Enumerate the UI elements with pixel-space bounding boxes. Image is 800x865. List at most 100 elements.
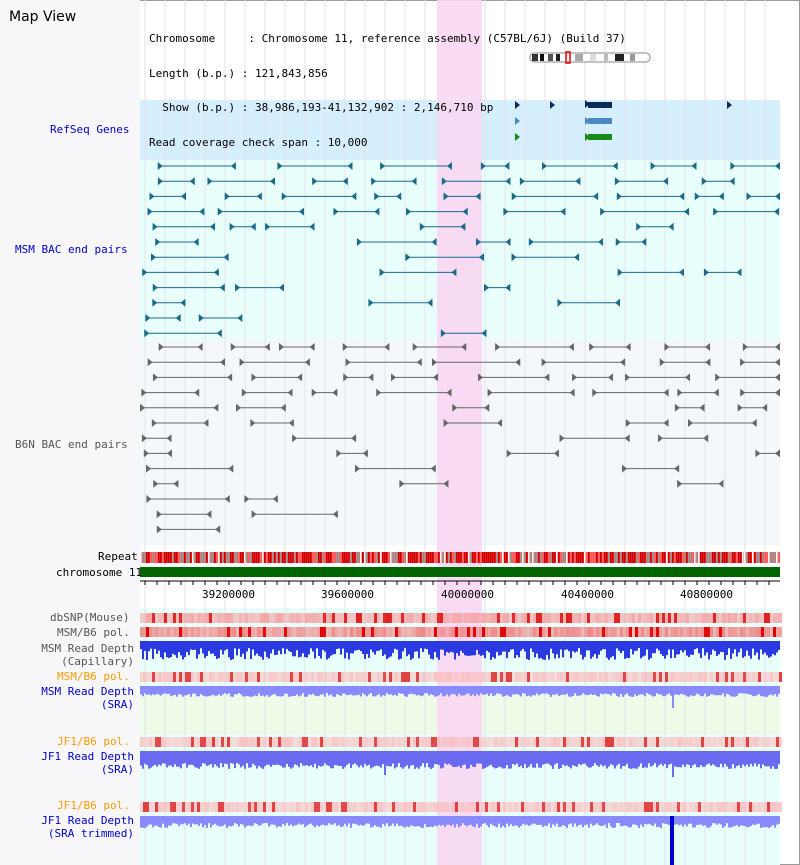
dbsnp-heat-cell [419, 613, 422, 623]
msm-b6-pol-2-heat-cell [212, 672, 215, 682]
jf1-b6-pol-heat-cell [611, 737, 614, 747]
msm-b6-pol-2-heat-cell [470, 672, 473, 682]
msm-read-depth-sra-bar [546, 686, 548, 693]
msm-b6-pol-2-heat-cell [143, 672, 146, 682]
dbsnp-heat-cell [452, 613, 455, 623]
jf1-b6-pol-heat-cell [689, 737, 692, 747]
jf1-read-depth-trimmed-bar [450, 816, 452, 826]
jf1-read-depth-trimmed-bar [750, 816, 752, 826]
msm-read-depth-capillary-bar [496, 641, 498, 652]
jf1-read-depth-sra-bar [520, 751, 522, 766]
repeat-segment [162, 552, 164, 563]
msm-read-depth-capillary-bar [508, 641, 510, 652]
jf1-b6-pol-heat-cell [491, 737, 494, 747]
jf1-b6-pol-2-heat-cell [560, 802, 563, 812]
msm-b6-pol-heat-cell [152, 627, 155, 637]
msm-read-depth-sra-bar [714, 686, 716, 695]
jf1-read-depth-trimmed-bar [526, 816, 528, 825]
jf1-read-depth-sra-bar [262, 751, 264, 769]
repeat-segment [530, 552, 532, 563]
msm-read-depth-capillary-bar [204, 641, 206, 658]
msm-read-depth-capillary-bar [530, 641, 532, 649]
msm-read-depth-capillary-bar [680, 641, 682, 650]
jf1-read-depth-trimmed-bar [596, 816, 598, 823]
jf1-b6-pol-2-heat-cell [776, 802, 779, 812]
dbsnp-heat-cell [635, 613, 638, 623]
track-label-jf1-b6-pol: JF1/B6 pol. [57, 736, 130, 749]
msm-read-depth-sra-bar [550, 686, 552, 697]
jf1-b6-pol-heat-cell [605, 737, 608, 747]
dbsnp-heat-cell [623, 613, 626, 623]
msm-read-depth-sra-bar [354, 686, 356, 695]
jf1-b6-pol-heat-cell [359, 737, 362, 747]
jf1-read-depth-trimmed-bar [158, 816, 160, 827]
msm-b6-pol-heat-cell [260, 627, 263, 637]
msm-read-depth-sra-bar [352, 686, 354, 696]
jf1-read-depth-sra-bar [634, 751, 636, 769]
jf1-b6-pol-2-heat-cell [701, 802, 704, 812]
jf1-read-depth-sra-bar [724, 751, 726, 764]
msm-b6-pol-2-heat-cell [155, 672, 158, 682]
jf1-read-depth-sra-bar [156, 751, 158, 767]
repeat-segment [268, 552, 270, 563]
jf1-read-depth-trimmed-bar [258, 816, 260, 826]
msm-read-depth-capillary-bar [776, 641, 778, 652]
repeat-segment [762, 552, 764, 563]
msm-read-depth-capillary-bar [418, 641, 420, 658]
dbsnp-heat-cell [485, 613, 488, 623]
jf1-b6-pol-2-heat-cell [590, 802, 593, 812]
msm-b6-pol-2-heat-cell [149, 672, 152, 682]
jf1-read-depth-trimmed-bar [706, 816, 708, 827]
msm-b6-pol-heat-cell [344, 627, 347, 637]
track-label-msm-b6-pol: MSM/B6 pol. [57, 627, 130, 640]
jf1-b6-pol-2-heat-cell [482, 802, 485, 812]
msm-read-depth-capillary-bar [686, 641, 688, 656]
jf1-b6-pol-2-heat-cell [467, 802, 470, 812]
msm-b6-pol-2-heat-cell [773, 672, 776, 682]
msm-read-depth-capillary-bar [518, 641, 520, 657]
dbsnp-heat-cell [407, 613, 410, 623]
jf1-read-depth-trimmed-bar [430, 816, 432, 827]
msm-b6-pol-heat-cell [386, 627, 389, 637]
jf1-read-depth-trimmed-bar [582, 816, 584, 827]
msm-b6-pol-heat-cell [173, 627, 176, 637]
msm-read-depth-capillary-bar [196, 641, 198, 659]
repeat-segment [766, 552, 768, 563]
msm-read-depth-sra-bar [638, 686, 640, 695]
msm-read-depth-capillary-bar [156, 641, 158, 654]
msm-b6-pol-heat-cell [161, 627, 164, 637]
msm-read-depth-sra-bar [382, 686, 384, 695]
dbsnp-heat-cell [620, 613, 623, 623]
msm-read-depth-capillary-bar [464, 641, 466, 655]
jf1-b6-pol-heat-cell [182, 737, 185, 747]
dbsnp-heat-cell [269, 613, 272, 623]
jf1-read-depth-sra-bar [506, 751, 508, 765]
axis-tick-label: 40800000 [680, 588, 733, 601]
jf1-read-depth-sra-bar [616, 751, 618, 765]
msm-b6-pol-2-heat-cell [170, 672, 173, 682]
repeat-segment [194, 552, 196, 563]
msm-b6-pol-heat-cell [698, 627, 701, 637]
msm-read-depth-capillary-bar [558, 641, 560, 658]
repeat-segment [410, 552, 412, 563]
msm-read-depth-sra-bar [576, 686, 578, 696]
jf1-read-depth-sra-bar [704, 751, 706, 767]
jf1-read-depth-trimmed-bar [308, 816, 310, 824]
msm-read-depth-capillary-bar [598, 641, 600, 655]
jf1-read-depth-sra-bar [438, 751, 440, 765]
msm-read-depth-capillary-bar [662, 641, 664, 656]
repeat-segment [384, 552, 386, 563]
repeat-segment [484, 552, 486, 563]
msm-b6-pol-heat-cell [326, 627, 329, 637]
jf1-b6-pol-2-heat-cell [530, 802, 533, 812]
dbsnp-heat-cell [425, 613, 428, 623]
jf1-read-depth-sra-bar [460, 751, 462, 768]
msm-read-depth-capillary-bar [484, 641, 486, 658]
jf1-read-depth-sra-bar [232, 751, 234, 764]
msm-b6-pol-heat-cell [494, 627, 497, 637]
repeat-segment [182, 552, 184, 563]
msm-read-depth-capillary-bar [198, 641, 200, 654]
jf1-b6-pol-heat-cell [380, 737, 383, 747]
jf1-b6-pol-heat-cell [533, 737, 536, 747]
msm-b6-pol-heat-cell [362, 627, 365, 637]
